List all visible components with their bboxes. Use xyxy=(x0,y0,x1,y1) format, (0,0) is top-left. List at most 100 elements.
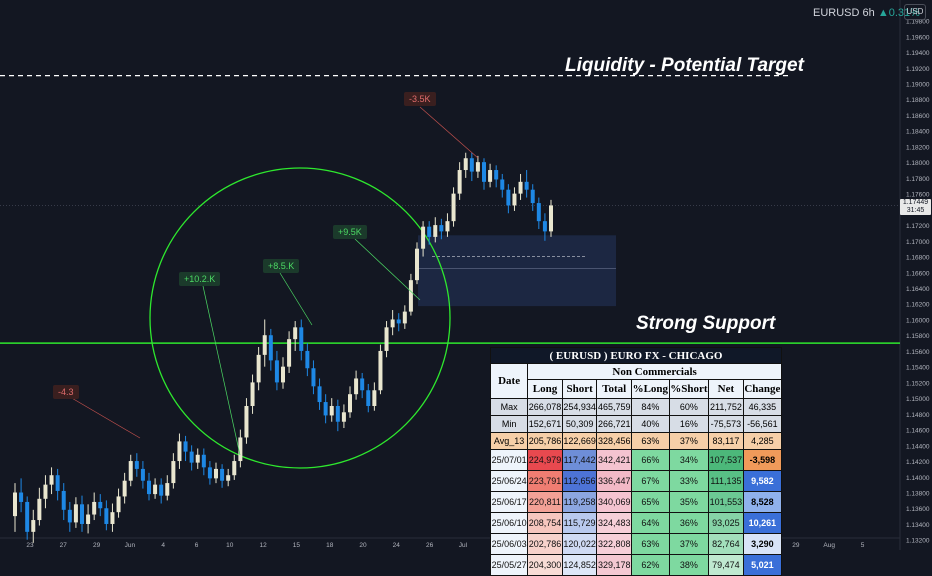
y-tick-label: 1.17200 xyxy=(906,223,930,230)
candle-body xyxy=(402,311,407,324)
x-tick-label: 15 xyxy=(293,542,301,549)
x-tick-label: Aug xyxy=(823,542,835,549)
y-tick-label: 1.13200 xyxy=(906,538,930,545)
candle-body xyxy=(506,189,511,206)
cot-stat-cell: -75,573 xyxy=(708,415,744,433)
x-tick-label: 4 xyxy=(161,542,165,549)
cot-row: 25/06/17 220,811 119,258 340,069 65% 35% 101,5… xyxy=(489,491,783,513)
cot-stat-cell: 4,285 xyxy=(742,432,783,450)
x-tick-label: Jul xyxy=(459,542,468,549)
y-tick-label: 1.14400 xyxy=(906,443,930,450)
cot-row-cell: 204,300 xyxy=(527,554,563,576)
candle-body xyxy=(445,221,450,232)
candle-body xyxy=(98,501,103,509)
candle-body xyxy=(220,468,225,481)
cot-stat-cell: 83,117 xyxy=(708,432,744,450)
candle-body xyxy=(238,437,243,462)
accumulation-circle xyxy=(149,167,451,469)
y-tick-label: 1.16400 xyxy=(906,286,930,293)
candle-body xyxy=(542,221,547,232)
candle-body xyxy=(171,461,176,484)
candle-body xyxy=(415,248,419,281)
y-tick-label: 1.19200 xyxy=(906,66,930,73)
candle-body xyxy=(165,483,170,496)
cot-row-cell: 79,474 xyxy=(708,554,744,576)
cot-row-cell: 324,483 xyxy=(596,512,633,534)
cot-stat-cell: 46,335 xyxy=(742,398,783,416)
y-tick-label: 1.16800 xyxy=(906,255,930,262)
annotation-connector xyxy=(69,396,141,439)
y-tick-label: 1.19000 xyxy=(906,82,930,89)
candle-body xyxy=(147,480,151,495)
y-tick-label: 1.14600 xyxy=(906,428,930,435)
cot-row: 25/06/03 202,786 120,022 322,808 63% 37% 82,76… xyxy=(489,533,783,555)
y-tick-label: 1.15000 xyxy=(906,396,930,403)
cot-table: ( EURUSD ) EURO FX - CHICAGO Date Non Com… xyxy=(489,347,783,576)
cot-row-cell: 3,290 xyxy=(742,533,783,555)
candle-body xyxy=(189,451,194,463)
cot-row-cell: 342,421 xyxy=(596,449,633,471)
cot-col-pct-short: %Short xyxy=(668,379,710,399)
cot-stat-cell: 152,671 xyxy=(527,415,563,433)
cot-stat-cell: 40% xyxy=(631,415,670,433)
cot-row-date: 25/06/17 xyxy=(489,491,529,513)
candle-body xyxy=(31,520,36,532)
cot-row-date: 25/06/10 xyxy=(489,512,529,534)
cot-stat-cell: 205,786 xyxy=(527,432,563,450)
cot-stat-cell: 266,721 xyxy=(596,415,633,433)
y-tick-label: 1.19600 xyxy=(906,34,930,41)
y-tick-label: 1.17000 xyxy=(906,239,930,246)
candle-body xyxy=(463,158,468,171)
candle-body xyxy=(317,386,322,403)
net-label-5: -3.5K xyxy=(404,92,436,106)
cot-row-cell: 36% xyxy=(668,512,710,534)
annotation-connector xyxy=(202,285,241,456)
change-label: ▲0.31% xyxy=(877,7,920,19)
x-tick-label: 10 xyxy=(226,542,234,549)
y-tick-label: 1.16000 xyxy=(906,317,930,324)
x-tick-label: 5 xyxy=(861,542,865,549)
y-tick-label: 1.18000 xyxy=(906,160,930,167)
candle-body xyxy=(378,350,383,391)
net-label-2: +10.2.K xyxy=(179,272,221,286)
cot-stat-label: Max xyxy=(489,398,529,416)
candle-body xyxy=(226,475,231,481)
currency-button[interactable]: USD xyxy=(904,4,926,20)
cot-row-cell: 223,791 xyxy=(527,470,563,492)
cot-stat-row: Min 152,671 50,309 266,721 40% 16% -75,573 -56,… xyxy=(489,415,783,433)
candle-body xyxy=(366,390,371,406)
cot-row-cell: 111,135 xyxy=(708,470,744,492)
cot-row-cell: 322,808 xyxy=(596,533,633,555)
cot-row-cell: 35% xyxy=(668,491,710,513)
cot-row-cell: 63% xyxy=(631,533,670,555)
y-tick-label: 1.18200 xyxy=(906,144,930,151)
candle-body xyxy=(207,467,212,479)
candle-body xyxy=(421,226,426,249)
y-tick-label: 1.17800 xyxy=(906,176,930,183)
cot-stat-cell: -56,561 xyxy=(742,415,783,433)
cot-row-date: 25/06/24 xyxy=(489,470,529,492)
candle-body xyxy=(153,484,158,495)
y-tick-label: 1.19400 xyxy=(906,50,930,57)
y-tick-label: 1.15200 xyxy=(906,380,930,387)
net-label-1: -4.3 xyxy=(53,385,79,399)
cot-col-total: Total xyxy=(596,379,633,399)
candle-body xyxy=(134,461,139,469)
candle-body xyxy=(524,181,529,190)
candle-body xyxy=(104,508,109,524)
cot-subtitle: Non Commercials xyxy=(527,362,782,381)
cot-stat-label: Min xyxy=(489,415,529,433)
cot-row-cell: 37% xyxy=(668,533,710,555)
cot-row-cell: 5,021 xyxy=(742,554,783,576)
price-chart[interactable]: 1.19800 1.19600 1.19400 1.19200 1.19000 1.188… xyxy=(0,0,932,550)
candle-body xyxy=(396,319,401,324)
y-tick-label: 1.18400 xyxy=(906,129,930,136)
cot-row: 25/06/24 223,791 112,656 336,447 67% 33% 111,1… xyxy=(489,470,783,492)
cot-row-date: 25/06/03 xyxy=(489,533,529,555)
candle-body xyxy=(299,327,304,351)
cot-col-change: Change xyxy=(742,379,783,399)
candle-body xyxy=(140,468,145,481)
candle-body xyxy=(494,170,499,180)
candle-body xyxy=(549,205,553,232)
